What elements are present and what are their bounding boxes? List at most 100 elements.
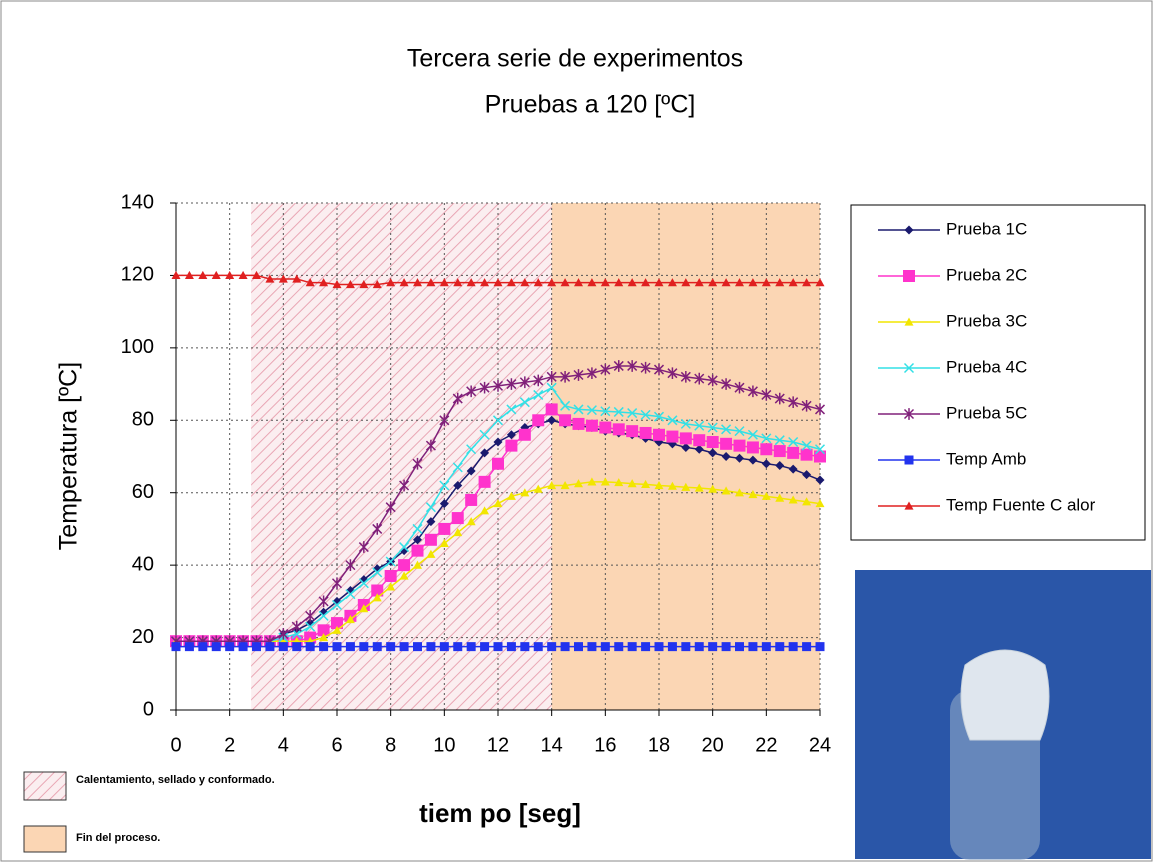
marker xyxy=(451,512,464,525)
marker xyxy=(171,270,181,280)
marker xyxy=(814,450,826,463)
marker xyxy=(761,389,772,401)
marker xyxy=(466,517,476,526)
marker xyxy=(748,278,758,287)
marker xyxy=(319,642,329,652)
marker xyxy=(506,378,517,390)
marker xyxy=(802,642,812,652)
marker xyxy=(761,433,772,444)
marker xyxy=(317,624,330,637)
marker xyxy=(694,642,704,652)
marker xyxy=(680,370,691,383)
marker xyxy=(452,392,463,405)
marker xyxy=(587,477,597,486)
marker xyxy=(345,614,355,624)
marker xyxy=(453,642,463,652)
marker xyxy=(761,459,771,469)
marker xyxy=(761,278,771,287)
marker xyxy=(345,279,355,289)
marker xyxy=(345,642,355,652)
marker xyxy=(506,642,516,652)
marker xyxy=(533,484,543,493)
marker xyxy=(788,436,799,448)
marker xyxy=(748,642,758,652)
marker xyxy=(815,499,825,508)
marker xyxy=(493,642,503,652)
marker xyxy=(599,421,612,434)
y-tick-label: 40 xyxy=(132,553,154,575)
marker xyxy=(399,542,410,553)
marker xyxy=(546,370,557,383)
marker xyxy=(708,448,718,458)
marker xyxy=(801,399,812,412)
marker xyxy=(814,403,826,416)
photo-sample xyxy=(960,649,1050,741)
marker xyxy=(452,462,463,473)
marker xyxy=(425,439,436,452)
x-axis-label: tiem po [seg] xyxy=(419,798,581,828)
marker xyxy=(587,278,597,287)
marker xyxy=(319,278,329,287)
marker xyxy=(720,437,733,450)
marker xyxy=(600,477,610,486)
marker xyxy=(372,523,383,535)
marker xyxy=(184,642,194,652)
marker xyxy=(399,571,409,580)
marker xyxy=(546,382,557,393)
marker xyxy=(735,642,744,652)
marker xyxy=(265,274,275,283)
marker xyxy=(733,439,746,452)
marker xyxy=(426,642,436,652)
marker xyxy=(533,642,543,652)
marker xyxy=(747,385,758,398)
marker xyxy=(305,642,315,652)
marker xyxy=(573,404,584,415)
marker xyxy=(747,429,758,440)
region-key-swatch xyxy=(23,825,67,853)
marker xyxy=(627,408,638,419)
marker xyxy=(746,441,759,454)
marker xyxy=(904,501,914,510)
marker xyxy=(814,444,826,455)
marker xyxy=(904,455,914,465)
y-tick-label: 80 xyxy=(132,409,154,431)
marker xyxy=(614,278,624,287)
marker xyxy=(466,278,476,287)
marker xyxy=(600,363,611,376)
marker xyxy=(574,278,583,287)
marker xyxy=(412,457,423,470)
marker xyxy=(694,483,704,492)
marker xyxy=(265,642,275,652)
marker xyxy=(413,642,422,652)
marker xyxy=(413,535,422,545)
marker xyxy=(774,435,785,446)
x-tick-label: 6 xyxy=(331,734,342,756)
marker xyxy=(305,609,316,622)
marker xyxy=(613,360,624,372)
legend-label: Temp Fuente C alor xyxy=(946,495,1096,514)
marker xyxy=(385,556,396,567)
marker xyxy=(305,621,316,632)
marker xyxy=(681,278,691,287)
region-key-label: Calentamiento, sellado y conformado. xyxy=(76,774,275,786)
marker xyxy=(439,480,450,491)
marker xyxy=(802,470,812,480)
marker xyxy=(425,502,436,513)
marker xyxy=(332,625,342,634)
marker xyxy=(775,642,785,652)
marker xyxy=(331,617,343,630)
marker xyxy=(506,491,516,500)
marker xyxy=(439,642,449,652)
marker xyxy=(372,279,382,289)
marker xyxy=(547,415,557,425)
marker xyxy=(904,317,914,326)
marker xyxy=(292,274,302,283)
marker xyxy=(706,436,719,449)
marker xyxy=(345,559,356,571)
marker xyxy=(748,455,758,465)
marker xyxy=(225,642,235,652)
marker xyxy=(426,517,436,527)
marker xyxy=(679,432,692,445)
